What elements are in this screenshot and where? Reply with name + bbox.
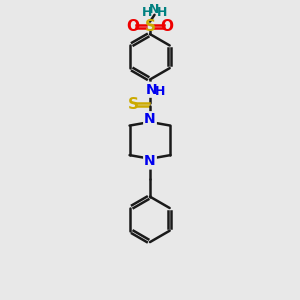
Text: O: O: [160, 19, 173, 34]
Text: H: H: [141, 6, 152, 19]
Text: S: S: [145, 19, 155, 34]
Text: H: H: [157, 6, 168, 19]
Text: N: N: [145, 83, 157, 97]
Text: N: N: [144, 112, 156, 126]
Text: N: N: [144, 154, 156, 169]
Text: O: O: [127, 19, 140, 34]
Text: H: H: [155, 85, 165, 98]
Text: N: N: [149, 3, 160, 16]
Text: S: S: [128, 97, 139, 112]
